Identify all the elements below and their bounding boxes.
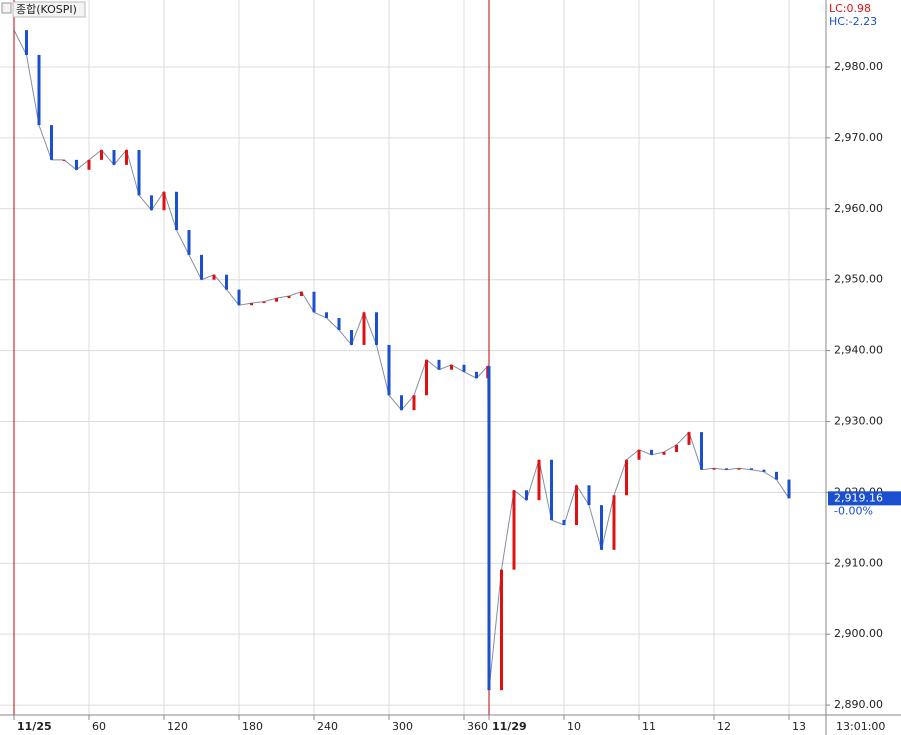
candle <box>650 449 653 455</box>
candle <box>425 359 428 396</box>
candle <box>37 54 41 126</box>
x-tick-label: 12 <box>717 720 731 733</box>
x-tick-label: 120 <box>167 720 188 733</box>
candle <box>312 291 316 313</box>
candle <box>662 451 666 455</box>
candle <box>112 149 116 165</box>
candle <box>612 495 616 550</box>
indicator: HC:-2.23 <box>829 15 877 28</box>
candle <box>87 159 91 170</box>
y-tick-label: 2,960.00 <box>834 202 883 215</box>
candle <box>550 459 553 521</box>
y-tick-label: 2,910.00 <box>834 556 883 569</box>
y-tick-label: 2,950.00 <box>834 273 883 286</box>
candle <box>287 295 291 299</box>
candle <box>100 149 103 160</box>
candle <box>575 485 578 525</box>
x-tick-label: 10 <box>567 720 581 733</box>
y-tick-label: 2,980.00 <box>834 60 883 73</box>
x-tick-label: 300 <box>392 720 413 733</box>
candle <box>412 395 416 411</box>
candle <box>775 471 778 480</box>
candle <box>512 490 516 570</box>
candle <box>750 468 753 470</box>
y-tick-label: 2,970.00 <box>834 131 883 144</box>
x-tick-label: 180 <box>242 720 263 733</box>
candle <box>450 364 453 370</box>
x-tick-label: 13 <box>792 720 806 733</box>
candle <box>300 291 303 296</box>
x-tick-label: 240 <box>317 720 338 733</box>
candle <box>225 274 228 290</box>
candle <box>712 468 716 470</box>
time-label: 13:01:00 <box>836 720 885 733</box>
title-box <box>12 1 86 18</box>
candle <box>237 289 241 306</box>
candle <box>375 312 378 345</box>
change-label: -0.00% <box>834 504 873 517</box>
candle <box>162 191 166 211</box>
candle <box>525 490 528 501</box>
candle <box>262 301 266 304</box>
x-tick-label: 360 <box>467 720 488 733</box>
candle <box>25 30 28 55</box>
y-tick-label: 2,940.00 <box>834 344 883 357</box>
candle <box>587 485 591 506</box>
candle <box>50 125 53 160</box>
candle <box>275 298 278 302</box>
candle <box>737 468 741 470</box>
candle <box>487 366 491 691</box>
candle <box>125 149 128 165</box>
candle <box>137 149 141 196</box>
candle <box>187 230 191 255</box>
candle <box>350 330 353 345</box>
candle <box>212 274 216 280</box>
chart-title: 종합(KOSPI) <box>16 3 77 16</box>
candle <box>675 444 678 452</box>
candle <box>600 505 603 550</box>
candle <box>500 569 503 691</box>
candle <box>637 449 641 460</box>
candle <box>537 459 541 501</box>
candle <box>325 312 328 318</box>
axes: 2,890.002,900.002,910.002,920.002,930.00… <box>13 60 901 733</box>
x-tick-label: 11 <box>642 720 656 733</box>
candle <box>150 195 153 211</box>
candle <box>175 191 178 231</box>
candle <box>787 479 791 499</box>
price-tag <box>828 491 901 506</box>
candle <box>200 254 203 280</box>
indicator: LC:0.98 <box>829 2 871 15</box>
price-tag-label: 2,919.16 <box>834 491 883 504</box>
candle <box>75 159 78 170</box>
y-tick-label: 2,890.00 <box>834 698 883 711</box>
candle <box>387 344 391 396</box>
candle <box>250 303 253 306</box>
x-tick-label: 60 <box>92 720 106 733</box>
y-tick-label: 2,900.00 <box>834 627 883 640</box>
y-tick-label: 2,930.00 <box>834 414 883 427</box>
candle <box>625 459 628 496</box>
candle <box>62 159 66 161</box>
candle <box>475 371 478 379</box>
candle <box>337 317 341 331</box>
price-line <box>13 29 790 691</box>
candle <box>562 520 566 525</box>
x-tick-label: 11/25 <box>17 720 52 733</box>
plot <box>13 29 791 691</box>
candle <box>362 312 366 345</box>
candle <box>400 395 403 411</box>
candle <box>462 364 466 372</box>
menu-icon[interactable] <box>1 2 12 14</box>
x-tick-label: 11/29 <box>492 720 527 733</box>
candle <box>725 468 728 470</box>
candle <box>762 469 766 472</box>
candle <box>687 432 691 445</box>
candle <box>437 359 441 370</box>
candle <box>700 432 703 470</box>
